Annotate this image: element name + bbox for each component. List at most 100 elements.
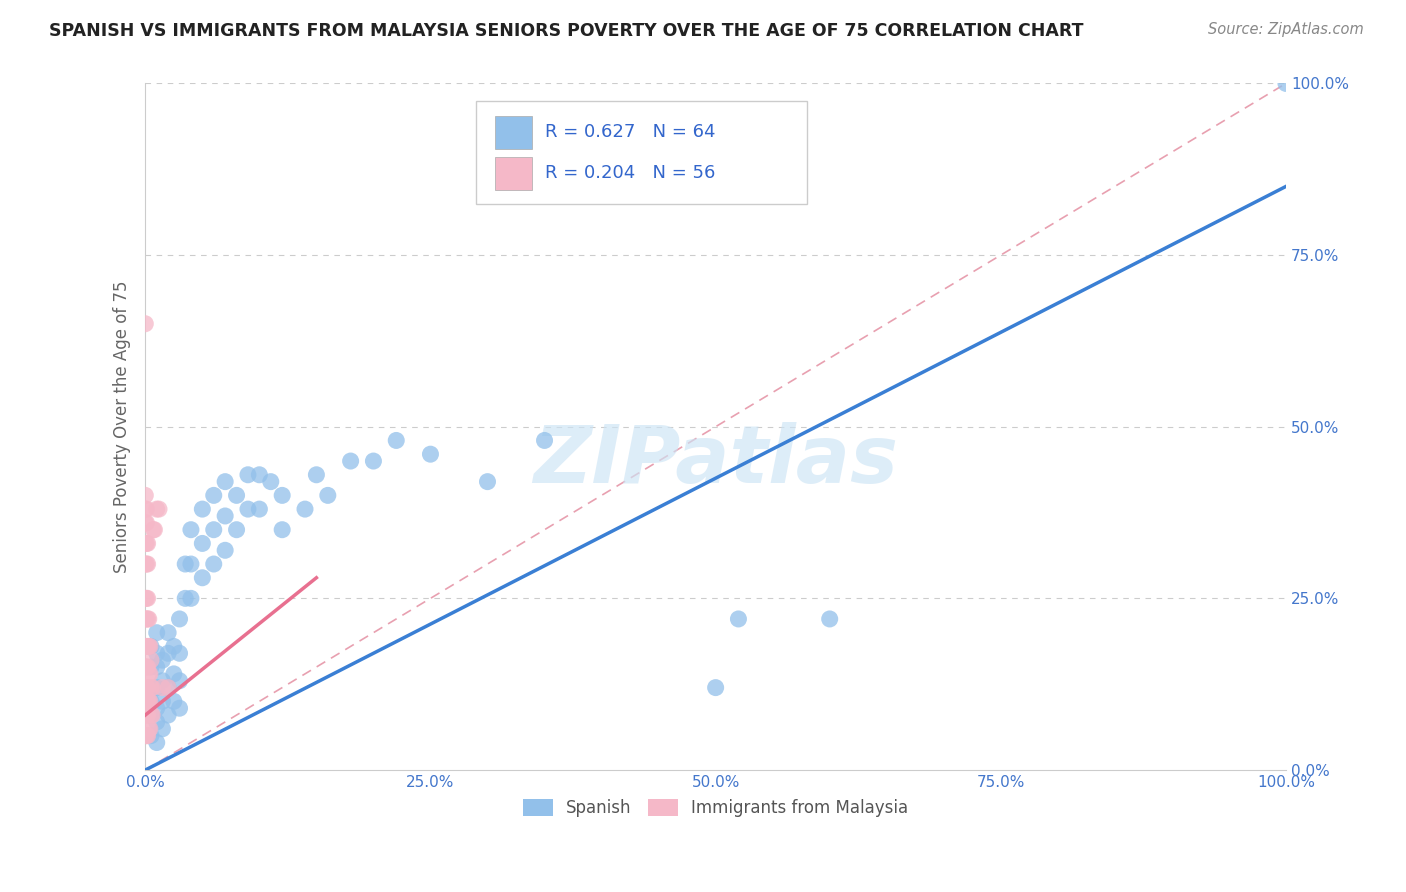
Point [139,729,162,743]
Point [136,591,159,606]
Point [225,523,247,537]
Point [385,434,408,448]
Point [138,612,160,626]
Point [134,640,156,654]
Legend: Spanish, Immigrants from Malaysia: Spanish, Immigrants from Malaysia [516,792,915,823]
Bar [495,116,531,149]
Point [157,708,180,723]
Point [139,694,162,708]
Point [152,681,174,695]
Point [139,660,162,674]
Point [139,653,162,667]
Point [145,735,167,749]
Point [138,640,160,654]
Point [134,536,156,550]
Text: SPANISH VS IMMIGRANTS FROM MALAYSIA SENIORS POVERTY OVER THE AGE OF 75 CORRELATI: SPANISH VS IMMIGRANTS FROM MALAYSIA SENI… [49,22,1084,40]
Point [191,502,214,516]
Point [247,467,270,482]
Point [169,646,191,660]
Point [139,640,162,654]
Point [136,612,159,626]
Text: Source: ZipAtlas.com: Source: ZipAtlas.com [1208,22,1364,37]
Point [136,640,159,654]
Point [145,502,167,516]
Point [134,502,156,516]
Y-axis label: Seniors Poverty Over the Age of 75: Seniors Poverty Over the Age of 75 [114,280,131,573]
Point [135,557,157,571]
Point [135,681,157,695]
Point [180,591,202,606]
Point [152,653,174,667]
Point [225,488,247,502]
Point [134,708,156,723]
Point [135,640,157,654]
Point [135,502,157,516]
Point [236,467,259,482]
Point [419,447,441,461]
Point [136,660,159,674]
Point [139,681,162,695]
Point [477,475,499,489]
Point [169,612,191,626]
Point [316,488,339,502]
Point [145,646,167,660]
Point [141,681,163,695]
Point [145,625,167,640]
Point [157,681,180,695]
Point [152,722,174,736]
Point [271,488,294,502]
Point [136,694,159,708]
FancyBboxPatch shape [477,101,807,203]
Point [157,625,180,640]
Point [135,591,157,606]
Point [727,612,749,626]
Point [145,701,167,715]
Point [704,681,727,695]
Point [139,666,162,681]
Point [134,591,156,606]
Point [139,694,162,708]
Point [145,714,167,729]
Point [134,557,156,571]
Point [247,502,270,516]
Point [134,681,156,695]
Point [180,523,202,537]
Point [134,660,156,674]
Point [141,708,163,723]
Point [169,701,191,715]
Point [136,536,159,550]
Text: ZIPatlas: ZIPatlas [533,422,898,500]
Point [136,708,159,723]
Point [214,508,236,523]
Point [135,694,157,708]
Point [134,729,156,743]
Point [163,666,186,681]
Point [139,708,162,723]
Point [202,523,225,537]
Point [818,612,841,626]
Point [138,666,160,681]
Point [163,640,186,654]
Point [169,673,191,688]
Point [180,557,202,571]
Point [145,660,167,674]
Point [139,681,162,695]
Point [271,523,294,537]
Point [191,536,214,550]
Point [134,488,156,502]
Point [139,722,162,736]
Point [135,660,157,674]
Point [157,646,180,660]
Point [136,729,159,743]
Point [135,516,157,530]
Point [214,543,236,558]
Point [152,673,174,688]
Point [152,694,174,708]
Point [202,488,225,502]
Point [202,557,225,571]
Point [174,557,197,571]
Point [1275,77,1298,91]
Point [533,434,555,448]
Point [134,612,156,626]
Point [139,640,162,654]
